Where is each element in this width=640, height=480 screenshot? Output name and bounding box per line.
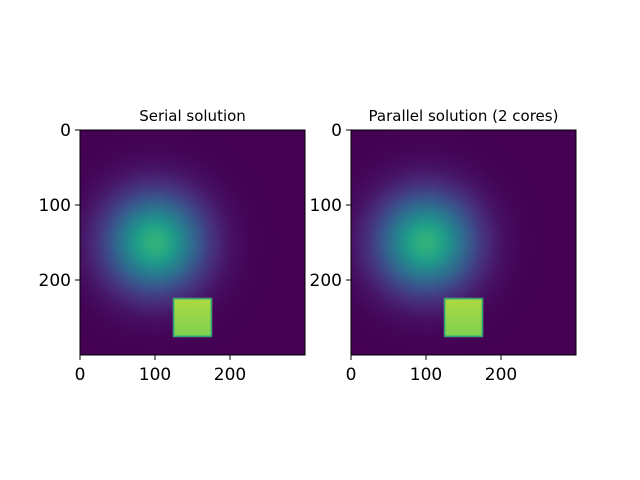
x-tick-label: 100 <box>410 365 442 385</box>
subplot-2: Parallel solution (2 cores) 0 100 200 0 100 20… <box>310 107 577 385</box>
heatmap-image <box>351 130 576 355</box>
square-region-edge <box>173 298 212 337</box>
y-tick-label: 200 <box>39 271 71 291</box>
subplot-title: Serial solution <box>139 107 246 125</box>
x-tick-label: 100 <box>139 365 171 385</box>
subplot-title: Parallel solution (2 cores) <box>369 107 559 125</box>
heatmap-image <box>80 130 305 355</box>
axes-frame <box>350 129 577 356</box>
y-tick-label: 0 <box>331 121 342 141</box>
y-tick-label: 100 <box>39 196 71 216</box>
y-tick-label: 0 <box>60 121 71 141</box>
x-tick-label: 200 <box>485 365 517 385</box>
x-tick-label: 0 <box>75 365 86 385</box>
x-tick-label: 200 <box>214 365 246 385</box>
square-region-edge <box>444 298 483 337</box>
x-tick-label: 0 <box>346 365 357 385</box>
y-tick-label: 100 <box>310 196 342 216</box>
y-tick-label: 200 <box>310 271 342 291</box>
subplot-1: Serial solution 0 100 200 0 100 200 <box>39 107 306 385</box>
axes-frame <box>79 129 306 356</box>
